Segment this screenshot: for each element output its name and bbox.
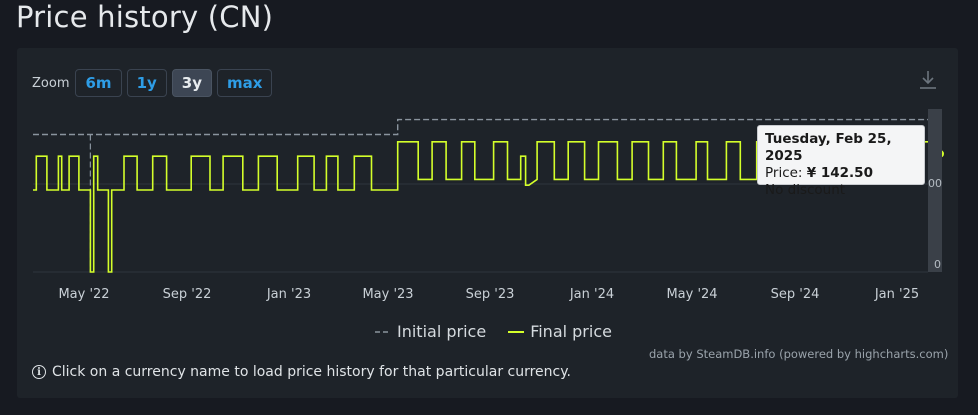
tooltip-price: Price: ¥ 142.50 — [765, 165, 917, 182]
x-tick-label: Sep '23 — [465, 287, 515, 302]
x-tick-label: May '24 — [666, 287, 718, 302]
chart-panel — [17, 48, 958, 398]
x-tick-label: Jan '25 — [874, 287, 920, 302]
x-tick-label: May '22 — [58, 287, 110, 302]
y-tick-label: 0 — [934, 258, 941, 271]
legend-final-label: Final price — [530, 322, 612, 341]
tooltip-date: Tuesday, Feb 25, 2025 — [765, 131, 892, 164]
chart-legend: Initial price Final price — [375, 322, 634, 341]
chart-scrollbar[interactable] — [928, 109, 942, 272]
zoom-3y-button[interactable]: 3y — [171, 69, 212, 97]
tooltip-price-label: Price: — [765, 165, 807, 181]
x-tick-label: Jan '24 — [569, 287, 615, 302]
info-text: Click on a currency name to load price h… — [52, 364, 571, 380]
tooltip-price-value: ¥ 142.50 — [806, 165, 873, 181]
initial-price-line — [33, 118, 928, 136]
x-tick-label: Sep '22 — [162, 287, 212, 302]
download-icon[interactable] — [917, 68, 939, 92]
zoom-controls: Zoom 6m 1y 3y max — [32, 68, 277, 98]
info-icon: i — [32, 365, 46, 379]
x-tick-label: Sep '24 — [770, 287, 820, 302]
legend-dash-icon — [375, 330, 391, 333]
chart-credit[interactable]: data by SteamDB.info (powered by highcha… — [649, 347, 949, 361]
zoom-label: Zoom — [32, 75, 70, 91]
legend-line-icon — [508, 330, 525, 333]
zoom-1y-button[interactable]: 1y — [126, 69, 167, 97]
zoom-6m-button[interactable]: 6m — [75, 69, 122, 97]
legend-final-price[interactable]: Final price — [508, 322, 612, 341]
zoom-max-button[interactable]: max — [217, 69, 273, 97]
info-note: i Click on a currency name to load price… — [32, 364, 571, 380]
price-tooltip: Tuesday, Feb 25, 2025 Price: ¥ 142.50 No… — [757, 125, 925, 198]
legend-initial-price[interactable]: Initial price — [375, 322, 486, 341]
legend-initial-label: Initial price — [397, 322, 487, 341]
x-tick-label: May '23 — [362, 287, 414, 302]
y-tick-label: 00 — [928, 177, 942, 190]
page-title: Price history (CN) — [16, 0, 274, 34]
x-tick-label: Jan '23 — [266, 287, 312, 302]
tooltip-discount: No discount — [765, 182, 846, 198]
